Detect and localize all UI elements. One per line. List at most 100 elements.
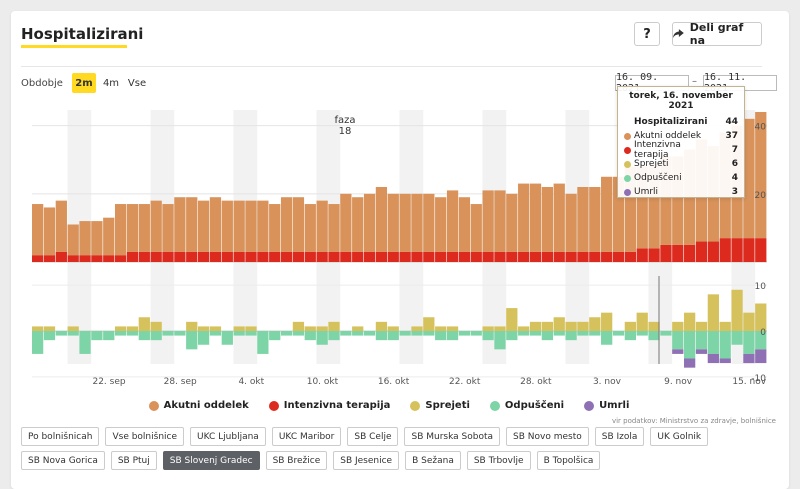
icu-bar xyxy=(446,251,459,262)
icu-bar xyxy=(304,251,316,262)
legend-discharged-dot-icon xyxy=(489,400,500,411)
admitted-bar xyxy=(672,321,684,331)
discharged-bar xyxy=(672,331,684,350)
legend-item-deceased[interactable]: Umrli xyxy=(584,400,629,411)
acute-bar xyxy=(435,197,447,252)
hospital-filter-button[interactable]: B Sežana xyxy=(405,451,461,470)
hospital-filter-button[interactable]: SB Slovenj Gradec xyxy=(162,451,260,470)
icu-bar xyxy=(126,251,139,262)
deceased-bar xyxy=(755,349,767,364)
share-button[interactable]: Deli graf na xyxy=(672,21,762,47)
legend-item-admitted[interactable]: Sprejeti xyxy=(410,400,470,411)
hospital-filter-button[interactable]: SB Izola xyxy=(594,427,645,446)
icu-bar xyxy=(458,251,471,262)
acute-bar xyxy=(91,221,103,256)
hospital-filter-button[interactable]: SB Jesenice xyxy=(333,451,400,470)
discharged-bar xyxy=(138,331,150,341)
admitted-bar xyxy=(150,321,162,331)
acute-bar xyxy=(304,204,316,252)
help-button[interactable]: ? xyxy=(634,22,660,46)
discharged-bar xyxy=(209,331,222,336)
admitted-bar xyxy=(423,317,435,331)
admitted-bar xyxy=(601,312,613,331)
admitted-bar xyxy=(32,326,44,331)
acute-bar xyxy=(316,200,328,252)
tooltip-row-total: Hospitalizirani 44 xyxy=(634,117,738,127)
admitted-bar xyxy=(114,326,127,331)
deceased-dot-icon xyxy=(624,188,631,196)
legend-item-acute[interactable]: Akutni oddelek xyxy=(148,400,249,411)
x-tick-label: 28. sep xyxy=(164,377,197,387)
acute-bar xyxy=(458,197,471,252)
acute-bar xyxy=(126,204,139,252)
hospital-filter-button[interactable]: SB Ptuj xyxy=(110,451,157,470)
chart-title: Hospitalizirani xyxy=(21,25,144,43)
icu-bar xyxy=(506,251,518,262)
icu-bar xyxy=(589,251,601,262)
hospital-filter-button[interactable]: Po bolnišnicah xyxy=(21,427,100,446)
hospital-filter-button[interactable]: SB Nova Gorica xyxy=(21,451,105,470)
discharged-bar xyxy=(304,331,316,341)
bottom-y-tick-label: 10 xyxy=(755,282,767,292)
icu-bar xyxy=(684,244,696,262)
legend-item-discharged[interactable]: Odpuščeni xyxy=(489,400,564,411)
hospital-filter-button[interactable]: Vse bolnišnice xyxy=(105,427,185,446)
acute-bar xyxy=(636,166,648,249)
admitted-bar xyxy=(316,326,328,331)
discharged-bar xyxy=(529,331,542,336)
x-tick-label: 15. nov xyxy=(732,377,766,387)
discharged-bar xyxy=(755,331,767,350)
icu-dot-icon xyxy=(624,146,631,154)
admitted-bar xyxy=(553,317,565,331)
hospital-filter-button[interactable]: SB Murska Sobota xyxy=(404,427,501,446)
discharged-bar xyxy=(458,331,471,336)
period-2m-button[interactable]: 2m xyxy=(72,73,96,93)
x-tick-label: 4. okt xyxy=(238,377,264,387)
tooltip-row-acute: Akutni oddelek 37 xyxy=(624,129,738,143)
icu-bar xyxy=(494,251,506,262)
acute-bar xyxy=(352,197,364,252)
hospital-filter-button[interactable]: SB Celje xyxy=(347,427,399,446)
acute-bar xyxy=(257,200,269,252)
acute-bar xyxy=(79,221,91,256)
tooltip-row-icu: Intenzivna terapija 7 xyxy=(624,140,738,160)
legend-icu-dot-icon xyxy=(268,400,279,411)
deceased-bar xyxy=(684,358,696,368)
icu-bar xyxy=(577,251,589,262)
period-all-button[interactable]: Vse xyxy=(127,77,147,89)
acute-bar xyxy=(482,190,494,252)
phase-annotation-label: faza xyxy=(334,115,355,126)
deceased-bar xyxy=(743,353,755,364)
hospital-filter-button[interactable]: SB Novo mesto xyxy=(506,427,589,446)
icu-bar xyxy=(387,251,399,262)
icu-bar xyxy=(55,251,67,262)
discharged-bar xyxy=(482,331,494,341)
acute-bar xyxy=(114,204,127,256)
x-tick-label: 10. okt xyxy=(307,377,339,387)
tooltip: torek, 16. november 2021 Hospitalizirani… xyxy=(617,86,745,198)
discharged-bar xyxy=(695,331,708,350)
hospital-filter-button[interactable]: UKC Maribor xyxy=(271,427,342,446)
admitted-bar xyxy=(209,326,222,331)
acute-bar xyxy=(743,118,755,239)
acute-bar xyxy=(755,112,767,239)
period-4m-button[interactable]: 4m xyxy=(102,77,120,89)
hospital-filter-button[interactable]: SB Trbovlje xyxy=(466,451,531,470)
discharged-bar xyxy=(660,331,672,336)
icu-bar xyxy=(352,251,364,262)
discharged-bar xyxy=(280,331,293,336)
hospital-filter-button[interactable]: UK Golnik xyxy=(650,427,709,446)
admitted-bar xyxy=(755,303,767,331)
discharged-bar xyxy=(91,331,103,341)
hospital-filter-button[interactable]: SB Brežice xyxy=(265,451,328,470)
hospital-filter-button[interactable]: UKC Ljubljana xyxy=(190,427,266,446)
legend-item-icu[interactable]: Intenzivna terapija xyxy=(268,400,390,411)
acute-bar xyxy=(446,190,459,252)
admitted-bar xyxy=(482,326,494,331)
acute-bar xyxy=(565,193,577,252)
icu-bar xyxy=(541,251,554,262)
acute-bar xyxy=(553,183,565,252)
discharged-bar xyxy=(162,331,174,336)
hospital-filter-button[interactable]: B Topolšica xyxy=(536,451,601,470)
bottom-y-tick-label: -10 xyxy=(751,374,766,384)
